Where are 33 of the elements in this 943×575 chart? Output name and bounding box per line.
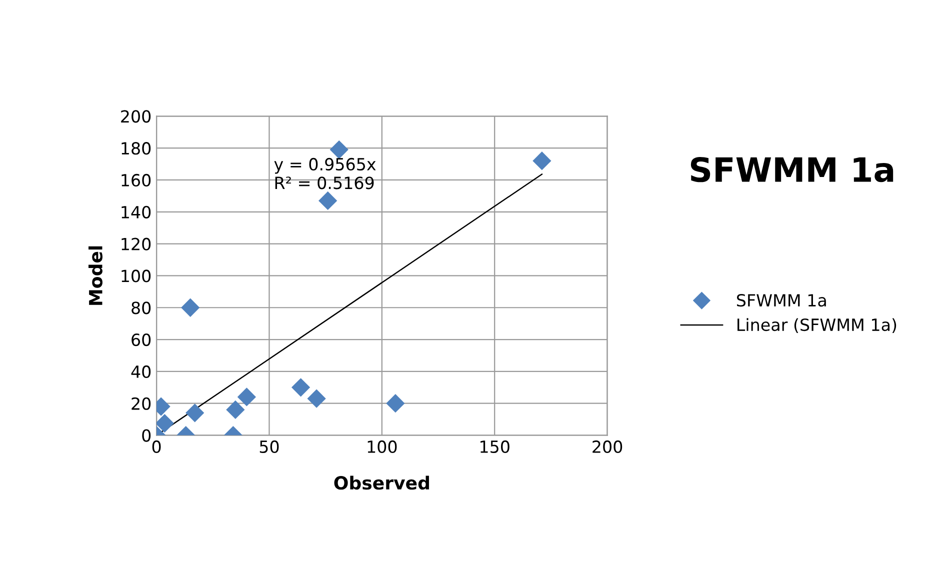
x-tick-label: 150 xyxy=(480,440,510,454)
point xyxy=(532,152,552,170)
y-tick-label: 100 xyxy=(122,270,151,282)
point xyxy=(291,378,310,397)
legend-label: Linear (SFWMM 1a) xyxy=(738,318,896,334)
point xyxy=(318,191,338,210)
x-tick-label: 0 xyxy=(152,440,161,454)
x-tick-label: 200 xyxy=(592,440,622,454)
point xyxy=(386,394,405,413)
text: SFWMM 1a xyxy=(690,156,894,182)
y-tick-label: 180 xyxy=(122,142,151,155)
y-tick-label: 40 xyxy=(131,365,151,378)
point xyxy=(330,140,348,159)
y-tick-label: 160 xyxy=(122,174,151,187)
y-tick-label: 140 xyxy=(122,206,151,218)
x-tick-label: 100 xyxy=(368,440,397,454)
legend-label: SFWMM 1a xyxy=(736,294,826,307)
y-tick-label: 120 xyxy=(122,238,151,250)
y-tick-label: 60 xyxy=(132,334,151,346)
y-tick-label: 0 xyxy=(142,429,151,442)
point xyxy=(156,414,174,433)
x-tick-label: 50 xyxy=(260,440,279,454)
point xyxy=(186,404,204,422)
point xyxy=(307,389,326,408)
x-axis-title: Observed xyxy=(334,476,429,490)
annotation: y = 0.9565x R² = 0.5169 xyxy=(274,158,376,190)
point xyxy=(181,298,200,317)
y-tick-label: 20 xyxy=(132,397,151,410)
y-axis-title: Model xyxy=(88,246,102,305)
point xyxy=(237,388,256,406)
point xyxy=(226,400,245,420)
y-tick-label: 80 xyxy=(132,302,151,314)
y-tick-label: 200 xyxy=(121,110,151,123)
